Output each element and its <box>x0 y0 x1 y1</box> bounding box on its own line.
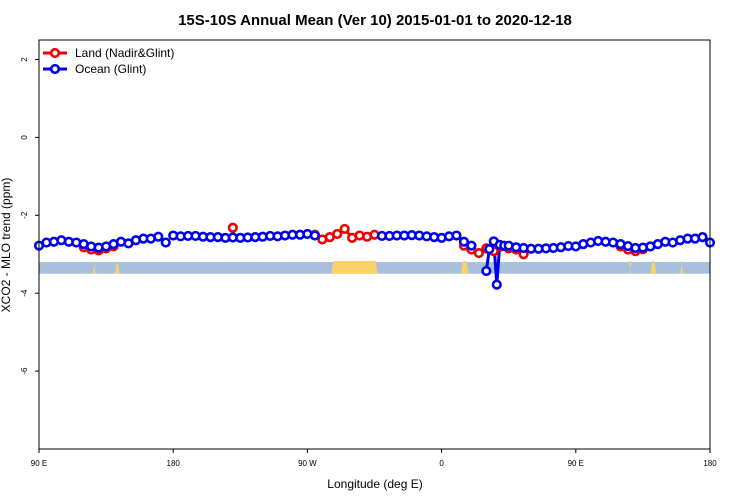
chart-title: 15S-10S Annual Mean (Ver 10) 2015-01-01 … <box>178 12 572 29</box>
x-tick-label: 0 <box>439 459 444 468</box>
x-axis-label: Longitude (deg E) <box>327 477 422 491</box>
data-point-ocean <box>466 240 477 251</box>
x-tick-label: 90 W <box>298 459 317 468</box>
legend-item-land: Land (Nadir&Glint) <box>43 46 174 60</box>
legend-label-land: Land (Nadir&Glint) <box>75 46 174 60</box>
data-point-ocean <box>309 230 320 241</box>
legend-label-ocean: Ocean (Glint) <box>75 62 146 76</box>
y-tick-label: -6 <box>20 367 29 375</box>
legend: Land (Nadir&Glint) Ocean (Glint) <box>43 46 174 76</box>
data-point-ocean <box>451 230 462 241</box>
y-tick-label: 0 <box>20 135 29 140</box>
y-axis-ticks: 2 0 -2 -4 -6 <box>20 57 39 375</box>
data-point-ocean <box>484 244 495 255</box>
land-span <box>680 261 684 274</box>
y-tick-label: -4 <box>20 289 29 297</box>
series-layer <box>33 222 716 290</box>
x-tick-label: 180 <box>167 459 181 468</box>
x-tick-label: 180 <box>703 459 717 468</box>
plot-frame <box>38 39 711 450</box>
land-span <box>650 261 657 274</box>
x-axis-ticks: 90 E 180 90 W 0 90 E 180 <box>31 449 717 468</box>
x-tick-label: 90 E <box>568 459 584 468</box>
data-point-ocean <box>481 265 492 277</box>
data-point-land <box>473 247 484 259</box>
y-tick-label: -2 <box>20 211 29 219</box>
land-span <box>460 261 469 274</box>
land-ocean-band <box>39 261 710 274</box>
legend-marker-ocean <box>49 63 61 75</box>
land-span <box>628 261 632 274</box>
data-point-ocean <box>153 231 164 242</box>
x-tick-label: 90 E <box>31 459 47 468</box>
data-point-land <box>227 222 238 233</box>
data-point-ocean <box>491 279 502 290</box>
data-point-land <box>332 228 343 240</box>
data-point-ocean <box>160 237 171 248</box>
land-span <box>331 261 378 274</box>
y-tick-label: 2 <box>20 57 29 62</box>
land-span <box>92 261 96 274</box>
legend-marker-land <box>49 47 61 59</box>
data-point-ocean <box>458 236 470 247</box>
data-point-ocean <box>697 231 708 243</box>
data-point-land <box>339 223 350 235</box>
legend-item-ocean: Ocean (Glint) <box>43 62 146 76</box>
land-span <box>115 261 120 274</box>
y-axis-label: XCO2 - MLO trend (ppm) <box>0 178 13 313</box>
